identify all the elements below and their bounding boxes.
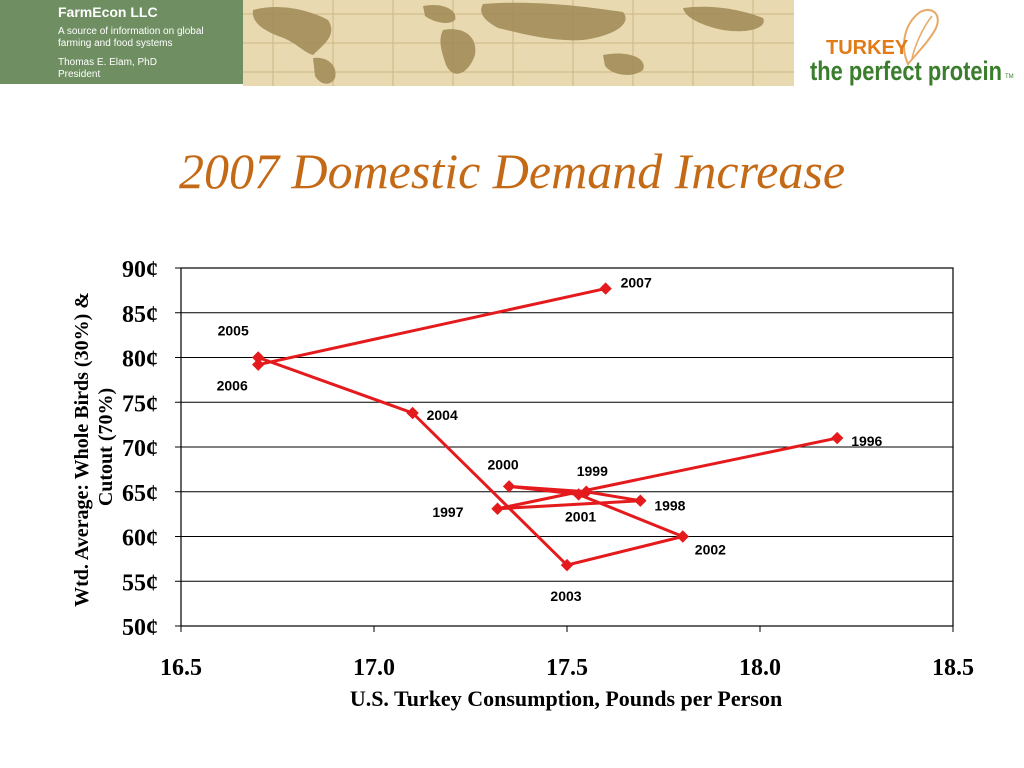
y-axis-label: Wtd. Average: Whole Birds (30%) & Cutout… bbox=[71, 287, 117, 607]
x-tick-label: 16.5 bbox=[160, 655, 202, 681]
y-axis-label-line2: Cutout (70%) bbox=[95, 388, 117, 506]
logo-tm-text: TM bbox=[1005, 74, 1014, 80]
y-tick-label: 55¢ bbox=[122, 570, 158, 596]
brand-author-title: President bbox=[58, 69, 101, 80]
x-axis-label: U.S. Turkey Consumption, Pounds per Pers… bbox=[350, 686, 782, 711]
feather-icon bbox=[903, 9, 939, 66]
turkey-logo: TURKEY the perfect protein TM bbox=[808, 6, 1018, 86]
point-label-2006: 2006 bbox=[217, 378, 248, 394]
data-point-2002 bbox=[676, 530, 690, 543]
y-tick-label: 80¢ bbox=[122, 347, 158, 373]
point-label-2004: 2004 bbox=[427, 407, 458, 423]
point-label-2002: 2002 bbox=[695, 542, 726, 558]
slide-title: 2007 Domestic Demand Increase bbox=[178, 143, 846, 199]
data-point-2000 bbox=[502, 480, 516, 493]
data-point-2001 bbox=[572, 488, 585, 501]
y-tick-label: 70¢ bbox=[122, 436, 158, 462]
brand-author: Thomas E. Elam, PhD President bbox=[58, 57, 223, 81]
point-label-1999: 1999 bbox=[577, 463, 608, 479]
y-tick-label: 85¢ bbox=[122, 302, 158, 328]
point-label-2003: 2003 bbox=[550, 588, 581, 604]
point-label-2005: 2005 bbox=[218, 323, 249, 339]
world-map-image bbox=[243, 0, 794, 86]
series-line bbox=[256, 287, 838, 567]
point-label-2007: 2007 bbox=[621, 275, 652, 291]
y-tick-label: 65¢ bbox=[122, 481, 158, 507]
brand-box: FarmEcon LLC A source of information on … bbox=[0, 0, 243, 84]
data-point-2004 bbox=[406, 406, 419, 420]
brand-author-name: Thomas E. Elam, PhD bbox=[58, 57, 157, 68]
point-label-1997: 1997 bbox=[432, 504, 463, 520]
x-tick-label: 17.5 bbox=[546, 655, 588, 681]
x-tick-label: 17.0 bbox=[353, 655, 395, 681]
point-label-2000: 2000 bbox=[488, 456, 519, 472]
logo-turkey-text: TURKEY bbox=[826, 37, 909, 59]
y-tick-label: 75¢ bbox=[122, 391, 158, 417]
data-point-2006 bbox=[251, 358, 265, 371]
x-tick-label: 18.5 bbox=[932, 655, 974, 681]
point-label-1998: 1998 bbox=[654, 498, 685, 514]
y-tick-label: 50¢ bbox=[122, 615, 158, 641]
data-point-1996 bbox=[830, 431, 844, 445]
point-label-1996: 1996 bbox=[851, 433, 882, 449]
world-map-banner bbox=[243, 0, 794, 86]
data-point-1997 bbox=[491, 502, 504, 515]
x-tick-label: 18.0 bbox=[739, 655, 781, 681]
y-axis-label-line1: Wtd. Average: Whole Birds (30%) & bbox=[71, 292, 93, 607]
grid-lines bbox=[181, 267, 953, 627]
data-point-1998 bbox=[634, 494, 647, 507]
turkey-logo-image: TURKEY the perfect protein TM bbox=[810, 9, 1014, 86]
point-label-2001: 2001 bbox=[565, 508, 596, 524]
axis-ticks: 50¢ 55¢ 60¢ 65¢ 70¢ 75¢ 80¢ 85¢ 90¢ 16.5 17.0 17.5 1… bbox=[122, 257, 974, 681]
data-labels: 1996 1997 1998 1999 2000 2001 2002 2003 2004 2005… bbox=[217, 275, 883, 605]
data-point-2007 bbox=[599, 282, 612, 295]
header-band: FarmEcon LLC A source of information on … bbox=[0, 0, 795, 86]
brand-name: FarmEcon LLC bbox=[58, 4, 158, 20]
y-tick-label: 90¢ bbox=[122, 257, 158, 283]
data-point-2003 bbox=[560, 558, 574, 572]
data-points bbox=[251, 282, 844, 572]
y-tick-label: 60¢ bbox=[122, 526, 158, 552]
brand-tagline: A source of information on global farmin… bbox=[58, 26, 204, 49]
logo-tagline-text: the perfect protein bbox=[810, 56, 1002, 86]
